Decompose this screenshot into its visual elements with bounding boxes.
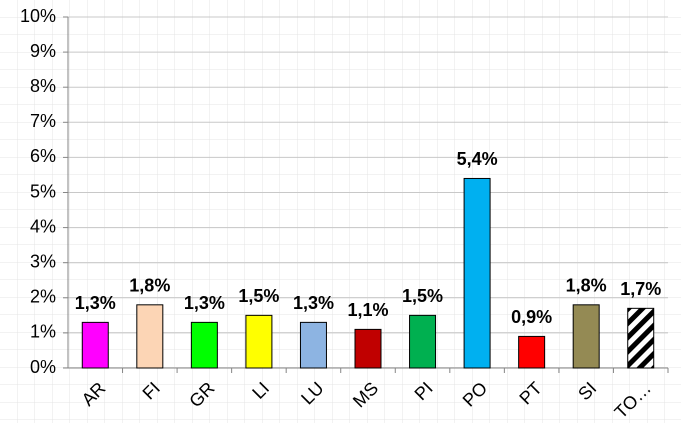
bar [518, 335, 546, 369]
y-tick-label: 7% [30, 111, 56, 131]
bar [245, 314, 273, 369]
y-tick-label: 8% [30, 76, 56, 96]
data-label: 1,5% [402, 286, 443, 306]
bar [627, 307, 655, 369]
data-label: 0,9% [511, 307, 552, 327]
data-label: 1,7% [620, 279, 661, 299]
bar [572, 304, 600, 369]
data-label: 1,3% [293, 293, 334, 313]
data-label: 1,3% [75, 293, 116, 313]
bar [81, 321, 109, 369]
data-label: 1,3% [184, 293, 225, 313]
bar [463, 177, 491, 369]
y-tick-label: 9% [30, 41, 56, 61]
data-label: 1,5% [238, 286, 279, 306]
bar [136, 304, 164, 369]
y-tick-label: 3% [30, 251, 56, 271]
bar [354, 328, 382, 369]
y-tick-label: 4% [30, 216, 56, 236]
bar [299, 321, 327, 369]
bar [409, 314, 437, 369]
y-tick-label: 10% [20, 6, 56, 26]
bar [190, 321, 218, 369]
data-label: 1,8% [566, 276, 607, 296]
y-tick-label: 0% [30, 357, 56, 377]
data-label: 1,1% [347, 300, 388, 320]
y-tick-label: 6% [30, 146, 56, 166]
data-label: 1,8% [129, 276, 170, 296]
y-tick-label: 1% [30, 322, 56, 342]
data-label: 5,4% [457, 149, 498, 169]
y-tick-label: 2% [30, 287, 56, 307]
y-tick-label: 5% [30, 181, 56, 201]
